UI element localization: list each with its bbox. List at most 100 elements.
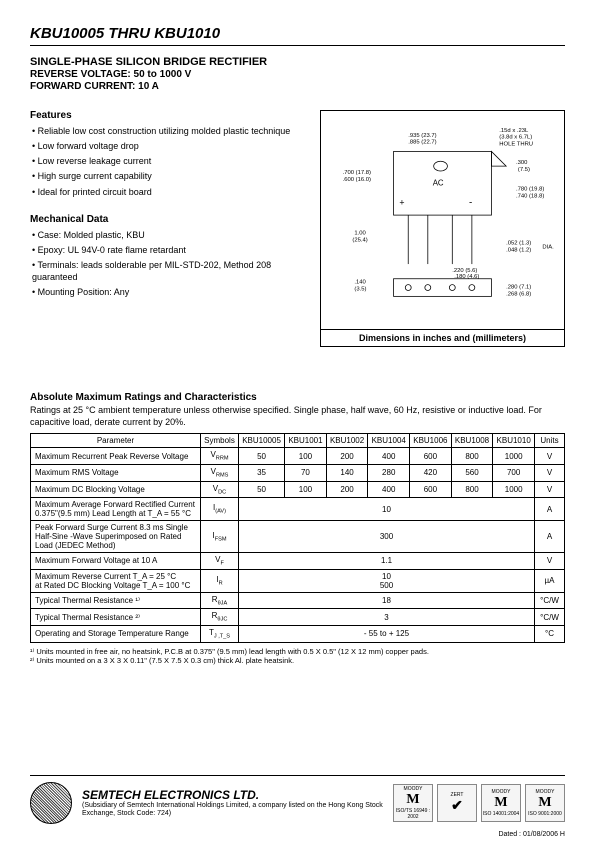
cell-symbol: VRRM bbox=[201, 448, 239, 465]
features-heading: Features bbox=[30, 110, 302, 121]
svg-text:.052 (1.3): .052 (1.3) bbox=[506, 240, 531, 246]
ratings-heading: Absolute Maximum Ratings and Characteris… bbox=[30, 392, 565, 403]
svg-text:.600 (16.0): .600 (16.0) bbox=[343, 177, 371, 183]
package-diagram: .935 (23.7) .885 (22.7) .15d x .23L (3.8… bbox=[320, 110, 565, 330]
cell-value: 200 bbox=[326, 448, 368, 465]
cell-value: 420 bbox=[410, 464, 452, 481]
table-row: Maximum RMS Voltage VRMS3570140280420560… bbox=[31, 464, 565, 481]
cell-symbol: I(AV) bbox=[201, 498, 239, 521]
col-part: KBU1006 bbox=[410, 434, 452, 448]
table-row: Maximum DC Blocking Voltage VDC501002004… bbox=[31, 481, 565, 498]
cell-value: 1.1 bbox=[239, 553, 535, 570]
package-svg: .935 (23.7) .885 (22.7) .15d x .23L (3.8… bbox=[325, 115, 560, 325]
table-header-row: Parameter Symbols KBU10005 KBU1001 KBU10… bbox=[31, 434, 565, 448]
cell-param: Maximum DC Blocking Voltage bbox=[31, 481, 201, 498]
svg-text:DIA.: DIA. bbox=[542, 244, 554, 250]
cell-unit: A bbox=[535, 498, 565, 521]
table-row: Typical Thermal Resistance ¹⁾ RθJA18°C/W bbox=[31, 592, 565, 609]
cert-std: ISO 9001:2000 bbox=[528, 811, 562, 817]
cell-value: - 55 to + 125 bbox=[239, 625, 535, 642]
cell-param: Maximum Forward Voltage at 10 A bbox=[31, 553, 201, 570]
svg-text:(25.4): (25.4) bbox=[352, 238, 367, 244]
cell-unit: V bbox=[535, 553, 565, 570]
col-part: KBU1008 bbox=[451, 434, 493, 448]
cell-symbol: IR bbox=[201, 569, 239, 592]
svg-text:-: - bbox=[469, 197, 472, 208]
col-part: KBU1001 bbox=[285, 434, 327, 448]
ratings-section: Absolute Maximum Ratings and Characteris… bbox=[30, 392, 565, 666]
left-column: Features Reliable low cost construction … bbox=[30, 110, 302, 347]
col-part: KBU1002 bbox=[326, 434, 368, 448]
top-content-row: Features Reliable low cost construction … bbox=[30, 110, 565, 347]
cell-symbol: TJ ,T_S bbox=[201, 625, 239, 642]
cell-unit: V bbox=[535, 448, 565, 465]
features-list: Reliable low cost construction utilizing… bbox=[30, 125, 302, 198]
cell-param: Operating and Storage Temperature Range bbox=[31, 625, 201, 642]
cell-symbol: VRMS bbox=[201, 464, 239, 481]
col-part: KBU1004 bbox=[368, 434, 410, 448]
subtitle-2: REVERSE VOLTAGE: 50 to 1000 V bbox=[30, 69, 565, 80]
table-row: Typical Thermal Resistance ²⁾ RθJC3°C/W bbox=[31, 609, 565, 626]
mechanical-heading: Mechanical Data bbox=[30, 214, 302, 225]
svg-text:(3.5): (3.5) bbox=[354, 287, 366, 293]
cell-unit: V bbox=[535, 481, 565, 498]
cert-m-icon: M bbox=[406, 792, 419, 808]
cert-std: ISO/TS 16949 : 2002 bbox=[394, 808, 432, 820]
cell-value: 800 bbox=[451, 448, 493, 465]
cell-symbol: VF bbox=[201, 553, 239, 570]
table-row: Maximum Average Forward Rectified Curren… bbox=[31, 498, 565, 521]
feature-item: Reliable low cost construction utilizing… bbox=[32, 125, 302, 137]
cell-value: 300 bbox=[239, 521, 535, 553]
mechanical-item: Epoxy: UL 94V-0 rate flame retardant bbox=[32, 244, 302, 256]
cell-value: 70 bbox=[285, 464, 327, 481]
mechanical-list: Case: Molded plastic, KBU Epoxy: UL 94V-… bbox=[30, 229, 302, 299]
cell-param: Maximum Reverse Current T_A = 25 °C at R… bbox=[31, 569, 201, 592]
col-symbols: Symbols bbox=[201, 434, 239, 448]
doc-title: KBU10005 THRU KBU1010 bbox=[30, 25, 565, 42]
footnotes: ¹⁾ Units mounted in free air, no heatsin… bbox=[30, 647, 565, 667]
mechanical-item: Mounting Position: Any bbox=[32, 286, 302, 298]
svg-text:.15d x .23L: .15d x .23L bbox=[499, 128, 529, 134]
ratings-table: Parameter Symbols KBU10005 KBU1001 KBU10… bbox=[30, 433, 565, 642]
svg-text:(3.8d x 6.7L): (3.8d x 6.7L) bbox=[499, 135, 532, 141]
cert-badge: MOODY M ISO/TS 16949 : 2002 bbox=[393, 784, 433, 822]
company-sub: (Subsidiary of Semtech International Hol… bbox=[82, 802, 383, 819]
right-column: KBU bbox=[320, 110, 565, 347]
cert-badge: ZERT ✔ bbox=[437, 784, 477, 822]
cell-unit: °C bbox=[535, 625, 565, 642]
cell-value: 140 bbox=[326, 464, 368, 481]
table-row: Maximum Forward Voltage at 10 A VF1.1V bbox=[31, 553, 565, 570]
cell-symbol: RθJA bbox=[201, 592, 239, 609]
col-parameter: Parameter bbox=[31, 434, 201, 448]
cell-value: 10500 bbox=[239, 569, 535, 592]
cell-value: 100 bbox=[285, 448, 327, 465]
col-part: KBU1010 bbox=[493, 434, 535, 448]
footer: SEMTECH ELECTRONICS LTD. (Subsidiary of … bbox=[30, 775, 565, 824]
company-logo bbox=[30, 782, 72, 824]
svg-text:.700 (17.8): .700 (17.8) bbox=[343, 170, 371, 176]
cell-param: Maximum Average Forward Rectified Curren… bbox=[31, 498, 201, 521]
cert-badge: MOODY M ISO 14001:2004 bbox=[481, 784, 521, 822]
cell-value: 10 bbox=[239, 498, 535, 521]
footnote-2: ²⁾ Units mounted on a 3 X 3 X 0.11" (7.5… bbox=[30, 656, 565, 666]
cell-unit: °C/W bbox=[535, 609, 565, 626]
company-name: SEMTECH ELECTRONICS LTD. bbox=[82, 788, 383, 802]
table-row: Maximum Reverse Current T_A = 25 °C at R… bbox=[31, 569, 565, 592]
cert-m-icon: M bbox=[538, 795, 551, 811]
cell-param: Typical Thermal Resistance ²⁾ bbox=[31, 609, 201, 626]
table-row: Peak Forward Surge Current 8.3 ms Single… bbox=[31, 521, 565, 553]
cert-row: MOODY M ISO/TS 16949 : 2002 ZERT ✔ MOODY… bbox=[393, 784, 565, 822]
table-row: Operating and Storage Temperature Range … bbox=[31, 625, 565, 642]
cell-value: 35 bbox=[239, 464, 285, 481]
cell-value: 400 bbox=[368, 481, 410, 498]
table-row: Maximum Recurrent Peak Reverse Voltage V… bbox=[31, 448, 565, 465]
feature-item: Ideal for printed circuit board bbox=[32, 186, 302, 198]
svg-text:.300: .300 bbox=[516, 160, 528, 166]
cell-value: 100 bbox=[285, 481, 327, 498]
diagram-caption: Dimensions in inches and (millimeters) bbox=[320, 330, 565, 347]
cell-param: Maximum Recurrent Peak Reverse Voltage bbox=[31, 448, 201, 465]
cell-value: 600 bbox=[410, 448, 452, 465]
cell-value: 560 bbox=[451, 464, 493, 481]
cell-param: Peak Forward Surge Current 8.3 ms Single… bbox=[31, 521, 201, 553]
cert-badge: MOODY M ISO 9001:2000 bbox=[525, 784, 565, 822]
